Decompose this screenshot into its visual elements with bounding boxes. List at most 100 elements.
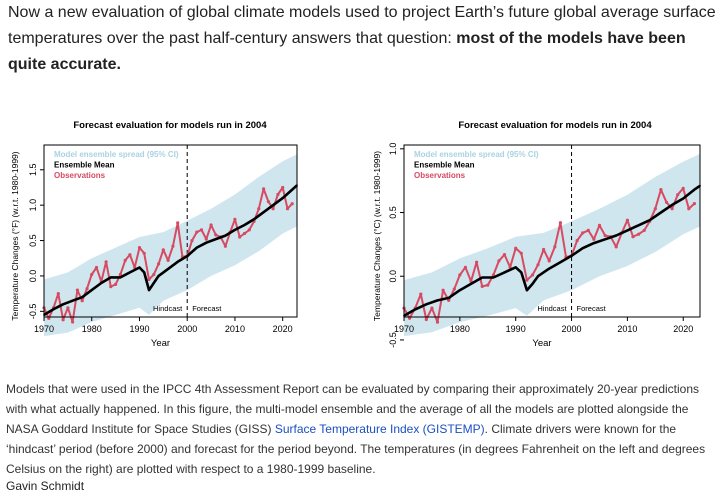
x-tick-label: 1980 [450, 324, 470, 334]
y-tick-label: -0.5 [388, 332, 398, 348]
observation-point [681, 186, 685, 190]
y-tick-label: 0.0 [28, 270, 38, 283]
observation-point [109, 285, 113, 289]
ensemble-mean-point [660, 211, 662, 214]
ensemble-mean-point [138, 266, 141, 269]
observation-point [204, 237, 208, 241]
ensemble-mean-line [403, 184, 701, 317]
observation-point [441, 288, 445, 292]
x-axis-label: Year [151, 338, 170, 349]
ensemble-mean-point [129, 271, 131, 274]
observation-point [536, 263, 540, 267]
observation-point [157, 262, 161, 266]
observation-point [75, 288, 79, 292]
figure: Hindcast Forecast 1970 1980 1990 2000 2010 2020… [0, 112, 725, 372]
observation-point [419, 292, 423, 296]
observation-point [85, 287, 89, 291]
ensemble-mean-point [470, 283, 472, 285]
forecast-label: Forecast [192, 304, 222, 313]
ensemble-mean-point [152, 282, 155, 284]
observation-point [597, 223, 602, 227]
observation-point [586, 228, 590, 232]
ensemble-mean-point [531, 283, 534, 285]
observation-point [519, 251, 523, 255]
hindcast-label: Hindcast [153, 304, 183, 313]
y-tick-label: 1.5 [28, 164, 38, 177]
observation-point [195, 230, 199, 234]
observation-point [147, 277, 151, 282]
observation-point [603, 233, 607, 238]
hindcast-label: Hindcast [537, 304, 567, 313]
observation-point [692, 202, 697, 206]
ensemble-mean-point [157, 275, 160, 277]
y-tick-label: 1.0 [388, 143, 398, 156]
ensemble-mean-point [425, 303, 428, 306]
observation-point [223, 244, 227, 248]
ensemble-mean-point [604, 238, 606, 241]
ensemble-mean-point [548, 267, 551, 270]
ensemble-mean-point [503, 271, 506, 274]
ensemble-mean-point [186, 255, 189, 257]
lead-text: Now a new evaluation of global climate m… [8, 4, 716, 47]
observation-point [161, 248, 165, 252]
observation-point [257, 207, 261, 211]
ensemble-mean-point [447, 297, 450, 299]
ensemble-mean-point [214, 238, 217, 240]
x-tick-label: 2000 [562, 324, 582, 334]
observation-point [497, 259, 501, 263]
ensemble-mean-point [671, 204, 673, 206]
observation-point [614, 245, 618, 249]
x-tick-label: 2010 [617, 324, 637, 334]
observation-point [664, 200, 669, 204]
observation-point [242, 231, 247, 236]
legend-observations: Observations [414, 171, 466, 180]
ensemble-mean-point [615, 234, 618, 237]
x-tick-label: 1990 [506, 324, 526, 334]
observation-point [61, 318, 65, 322]
ensemble-mean-point [693, 188, 696, 191]
observation-point [209, 223, 213, 227]
y-tick-label: 1.0 [28, 199, 38, 212]
ensemble-mean-point [581, 247, 584, 250]
observation-point [80, 299, 84, 303]
ensemble-mean-point [90, 289, 93, 291]
observation-point [56, 292, 60, 296]
observation-point [447, 298, 451, 302]
observation-point [670, 207, 674, 211]
observation-point [266, 200, 270, 204]
ensemble-mean-point [526, 289, 528, 292]
ensemble-mean-point [281, 197, 284, 199]
observation-point [435, 320, 440, 324]
ensemble-mean-point [205, 241, 208, 244]
caption-text-before: Models that were used in the IPCC 4th As… [6, 382, 700, 436]
observation-point [575, 239, 579, 243]
gistemp-link[interactable]: Surface Temperature Index (GISTEMP) [274, 422, 485, 436]
lead-bold-text: most of the models have been quite accur… [8, 30, 686, 73]
observation-point [553, 245, 557, 249]
x-tick-label: 1990 [129, 324, 149, 334]
observation-point [285, 207, 290, 211]
observation-point [262, 187, 266, 191]
observation-point [514, 246, 518, 250]
observation-point [104, 260, 108, 264]
y-tick-label: 0.5 [28, 234, 38, 247]
ensemble-mean-point [262, 211, 265, 214]
caption-text-after: . Climate drivers were known for the ‘hi… [6, 422, 706, 476]
observation-point [458, 273, 462, 277]
ensemble-mean-point [682, 197, 685, 200]
ensemble-mean-point [195, 246, 198, 249]
observation-point [525, 278, 529, 282]
observation-point [199, 228, 204, 232]
observation-point [637, 232, 641, 236]
y-tick-label: 0.5 [388, 206, 398, 219]
legend-ensemble-mean: Ensemble Mean [414, 161, 475, 170]
ensemble-mean-point [520, 271, 523, 274]
observation-point [247, 228, 251, 232]
ensemble-mean-point [436, 299, 439, 302]
x-tick-label: 2010 [225, 324, 245, 334]
observation-point [128, 253, 132, 257]
observation-point [137, 246, 142, 250]
observation-point [687, 207, 691, 211]
ensemble-mean-point [481, 276, 484, 279]
observation-point [142, 251, 146, 255]
